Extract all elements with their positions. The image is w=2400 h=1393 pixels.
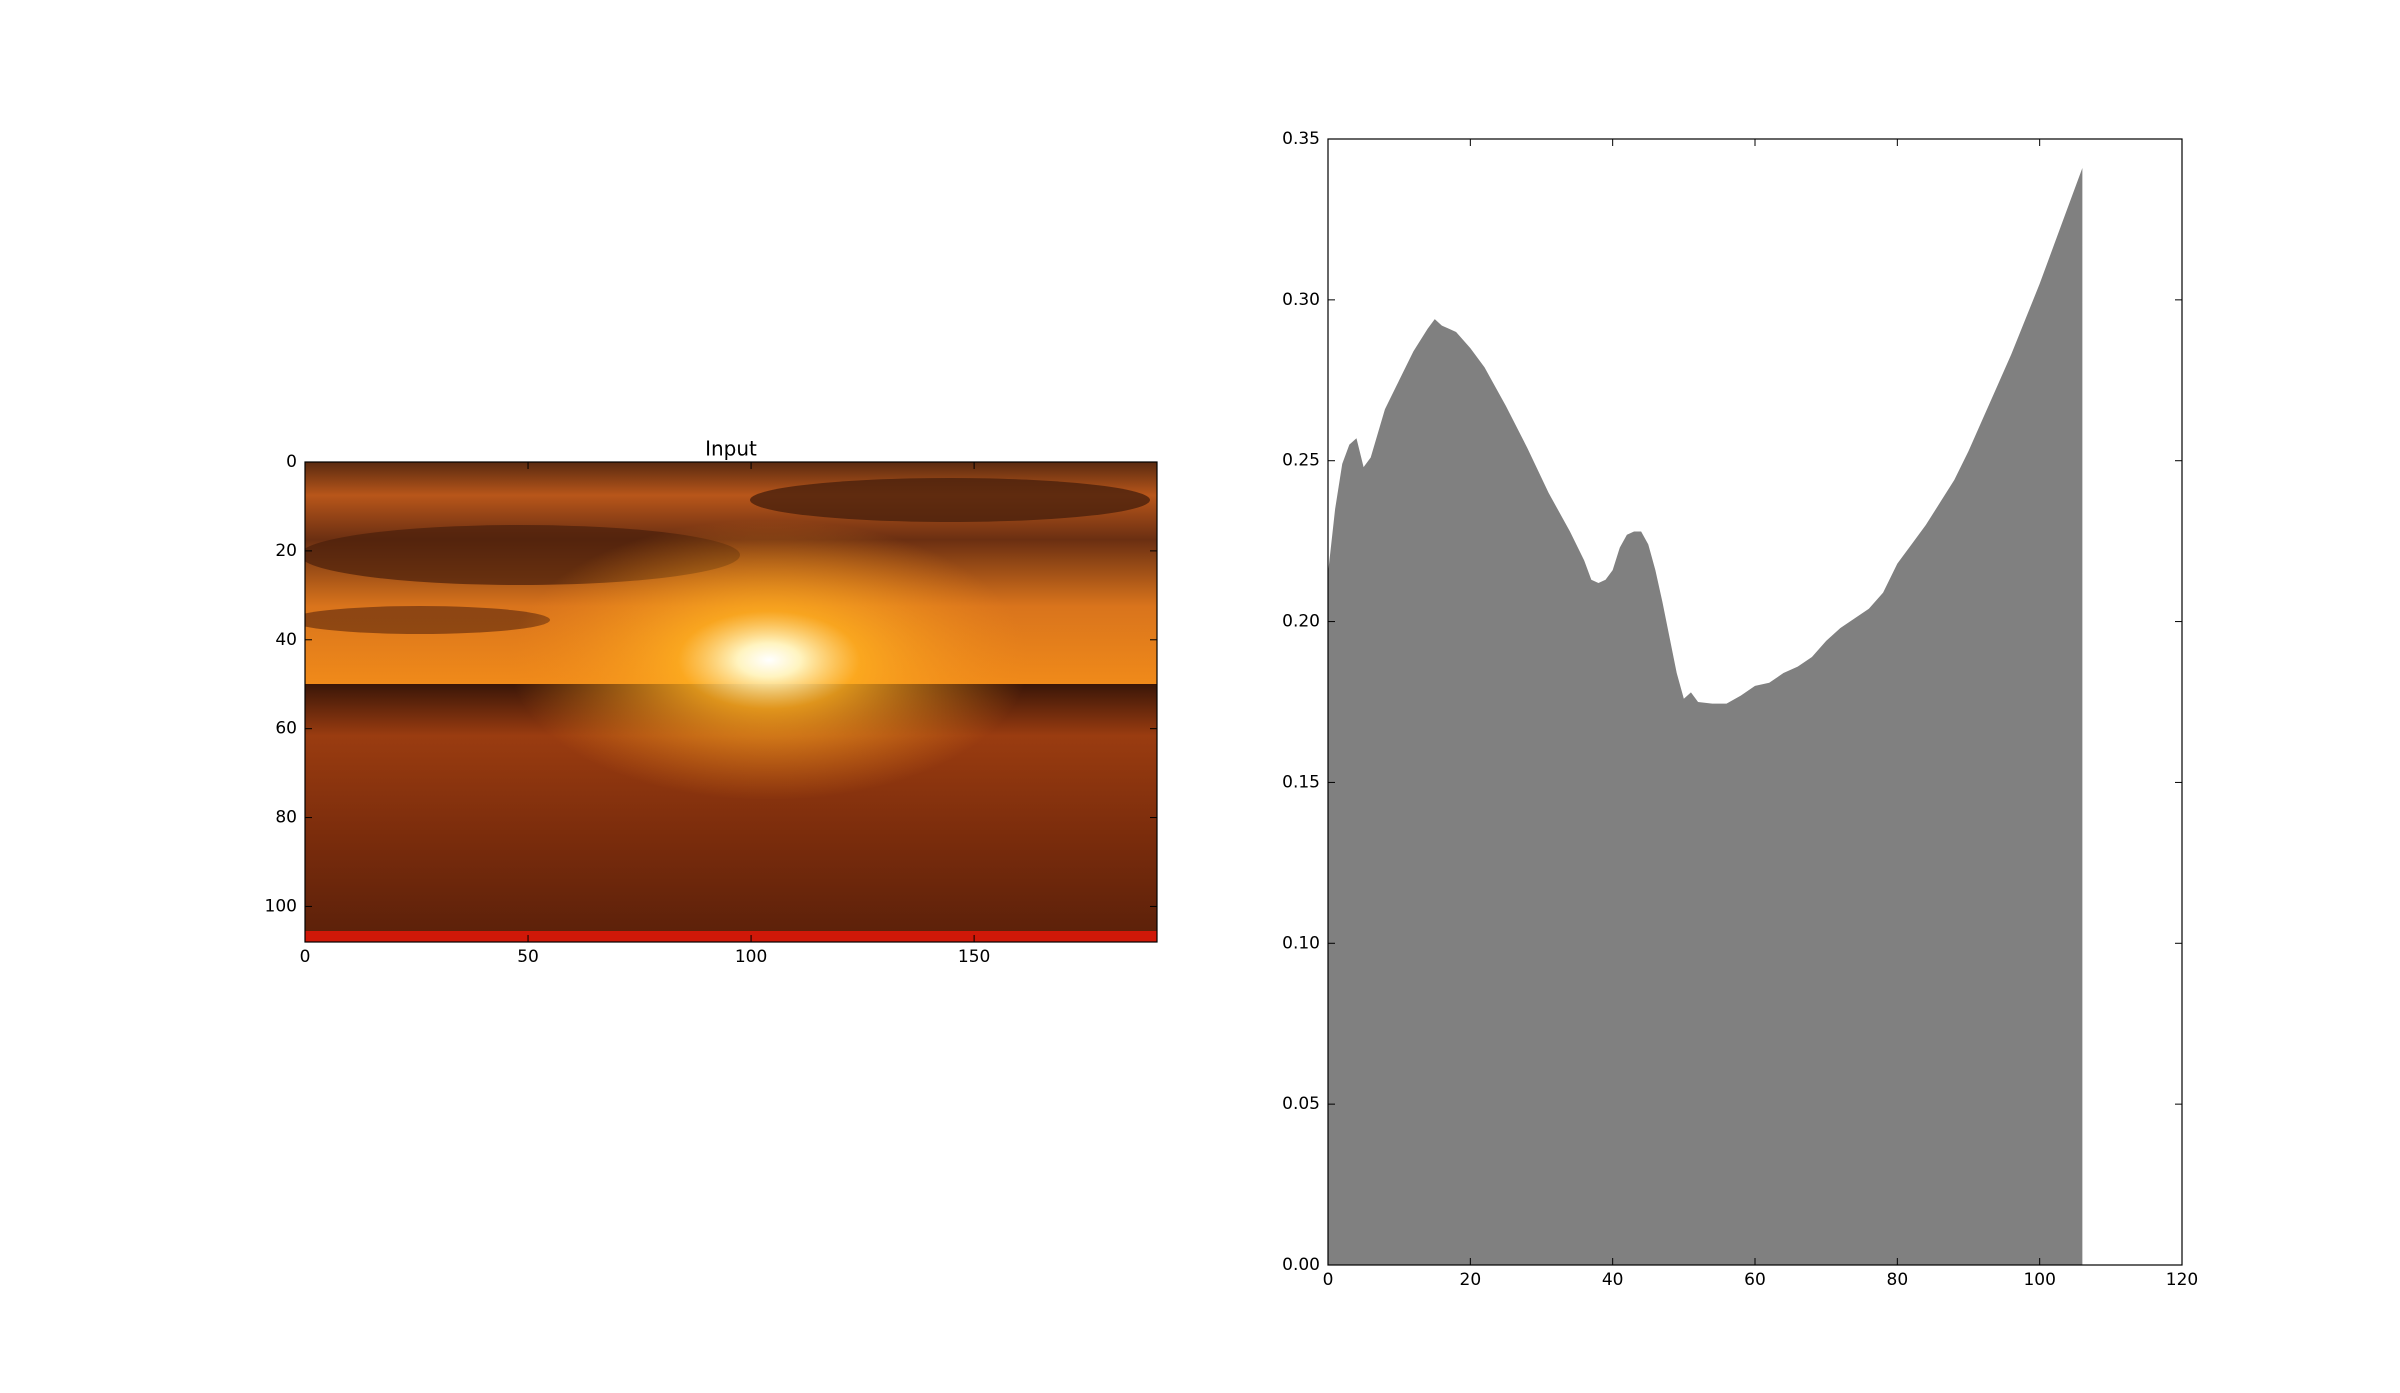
y-tick-label: 0.20 [1282, 612, 1320, 632]
x-tick-label: 0 [1323, 1270, 1334, 1290]
y-tick-label: 100 [265, 896, 297, 916]
x-tick-label: 20 [1460, 1270, 1482, 1290]
axes-frame [304, 461, 1158, 943]
y-tick-label: 20 [275, 541, 297, 561]
y-tick-label: 0.00 [1282, 1255, 1320, 1275]
x-tick-label: 150 [958, 947, 990, 967]
x-tick-label: 120 [2166, 1270, 2198, 1290]
x-tick-label: 40 [1602, 1270, 1624, 1290]
y-tick-label: 0.10 [1282, 933, 1320, 953]
x-tick-label: 100 [735, 947, 767, 967]
y-tick-label: 0 [286, 452, 297, 472]
x-tick-label: 80 [1887, 1270, 1909, 1290]
x-tick-label: 50 [517, 947, 539, 967]
x-tick-label: 60 [1744, 1270, 1766, 1290]
y-tick-label: 0.25 [1282, 451, 1320, 471]
x-tick-label: 100 [2023, 1270, 2055, 1290]
y-tick-label: 0.15 [1282, 772, 1320, 792]
input-image [305, 462, 1157, 942]
y-tick-label: 60 [275, 719, 297, 739]
y-tick-label: 0.30 [1282, 290, 1320, 310]
x-tick-label: 0 [300, 947, 311, 967]
y-tick-label: 80 [275, 808, 297, 828]
area [1328, 167, 2083, 1265]
y-tick-label: 40 [275, 630, 297, 650]
y-tick-label: 0.35 [1282, 129, 1320, 149]
image-title: Input [705, 437, 757, 461]
y-tick-label: 0.05 [1282, 1094, 1320, 1114]
